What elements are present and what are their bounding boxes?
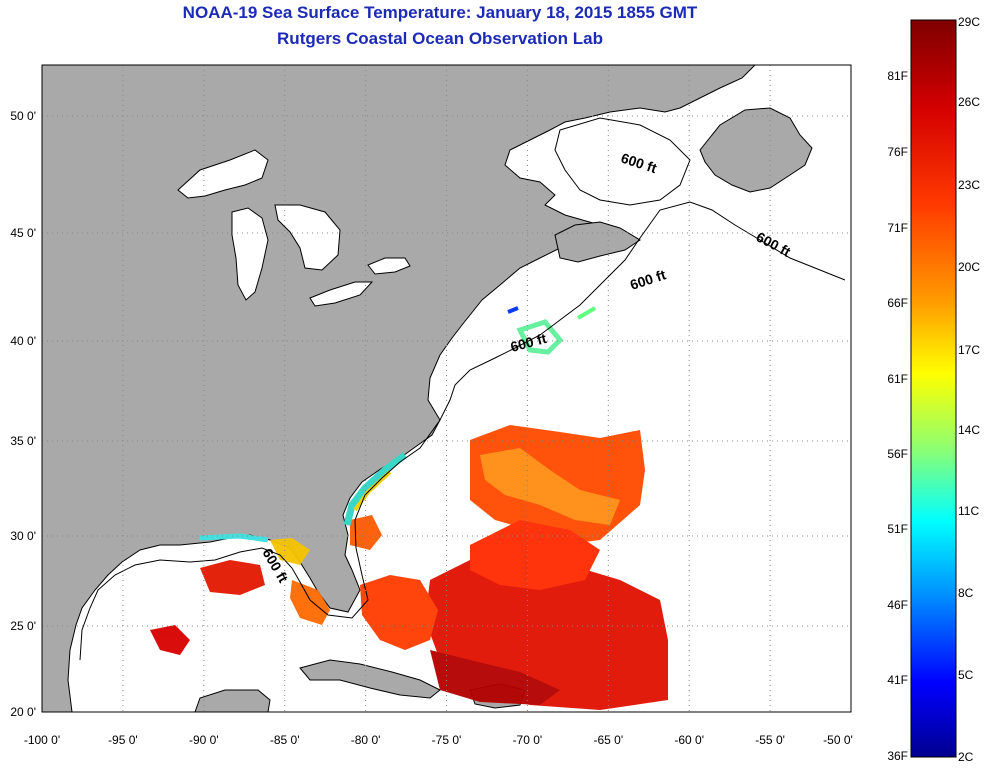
lon-tick-label: -90 0'	[189, 733, 219, 747]
plot-frame	[41, 64, 852, 713]
lon-tick-label: -95 0'	[108, 733, 138, 747]
maritimes-land	[554, 221, 641, 263]
lake-erie	[309, 281, 374, 307]
celsius-tick-label: 17C	[958, 343, 980, 357]
lon-tick-label: -75 0'	[432, 733, 462, 747]
lat-axis-labels: 50 0' 45 0' 40 0' 35 0' 30 0' 25 0' 20 0…	[10, 109, 36, 719]
celsius-tick-label: 5C	[958, 668, 974, 682]
fahrenheit-tick-label: 61F	[887, 372, 908, 386]
lon-tick-label: -85 0'	[270, 733, 300, 747]
celsius-tick-label: 2C	[958, 750, 974, 764]
sst-data-patches	[150, 425, 668, 710]
celsius-tick-label: 14C	[958, 423, 980, 437]
celsius-tick-label: 26C	[958, 95, 980, 109]
lat-tick-label: 30 0'	[10, 529, 36, 543]
lon-tick-label: -65 0'	[593, 733, 623, 747]
fahrenheit-tick-label: 66F	[887, 296, 908, 310]
fahrenheit-tick-label: 36F	[887, 749, 908, 763]
celsius-tick-label: 20C	[958, 260, 980, 274]
celsius-tick-label: 8C	[958, 586, 974, 600]
lon-tick-label: -60 0'	[674, 733, 704, 747]
colorbar-celsius-labels: 29C 26C 23C 20C 17C 14C 11C 8C 5C 2C	[958, 15, 980, 764]
colorbar-fahrenheit-labels: 81F 76F 71F 66F 61F 56F 51F 46F 41F 36F	[887, 69, 908, 763]
colorbar	[910, 19, 957, 758]
lat-tick-label: 40 0'	[10, 334, 36, 348]
lat-tick-label: 50 0'	[10, 109, 36, 123]
newfoundland-land	[699, 107, 813, 193]
map-subtitle: Rutgers Coastal Ocean Observation Lab	[277, 29, 603, 48]
lon-tick-label: -50 0'	[823, 733, 853, 747]
lake-michigan	[231, 207, 269, 301]
celsius-tick-label: 23C	[958, 178, 980, 192]
fahrenheit-tick-label: 51F	[887, 522, 908, 536]
lon-tick-label: -55 0'	[755, 733, 785, 747]
celsius-tick-label: 11C	[958, 504, 979, 518]
fahrenheit-tick-label: 41F	[887, 673, 908, 687]
lon-tick-label: -100 0'	[24, 733, 60, 747]
celsius-tick-label: 29C	[958, 15, 980, 29]
lat-tick-label: 25 0'	[10, 619, 36, 633]
yucatan-land	[194, 689, 271, 712]
lake-superior	[177, 149, 269, 199]
contour-600ft	[79, 201, 846, 661]
gulf-st-lawrence	[554, 117, 691, 206]
fahrenheit-tick-label: 76F	[887, 145, 908, 159]
lat-tick-label: 35 0'	[10, 434, 36, 448]
gulf-stream-band	[343, 452, 408, 526]
lon-tick-label: -70 0'	[513, 733, 543, 747]
lake-huron	[274, 204, 341, 271]
fahrenheit-tick-label: 81F	[887, 69, 908, 83]
lon-axis-labels: -100 0' -95 0' -90 0' -85 0' -80 0' -75 …	[24, 733, 853, 747]
lat-tick-label: 20 0'	[10, 705, 36, 719]
fahrenheit-tick-label: 71F	[887, 221, 908, 235]
lat-tick-label: 45 0'	[10, 226, 36, 240]
cuba-land	[299, 659, 441, 699]
fahrenheit-tick-label: 56F	[887, 447, 908, 461]
lake-ontario	[367, 257, 411, 275]
lon-tick-label: -80 0'	[351, 733, 381, 747]
map-title: NOAA-19 Sea Surface Temperature: January…	[182, 3, 698, 22]
fahrenheit-tick-label: 46F	[887, 598, 908, 612]
